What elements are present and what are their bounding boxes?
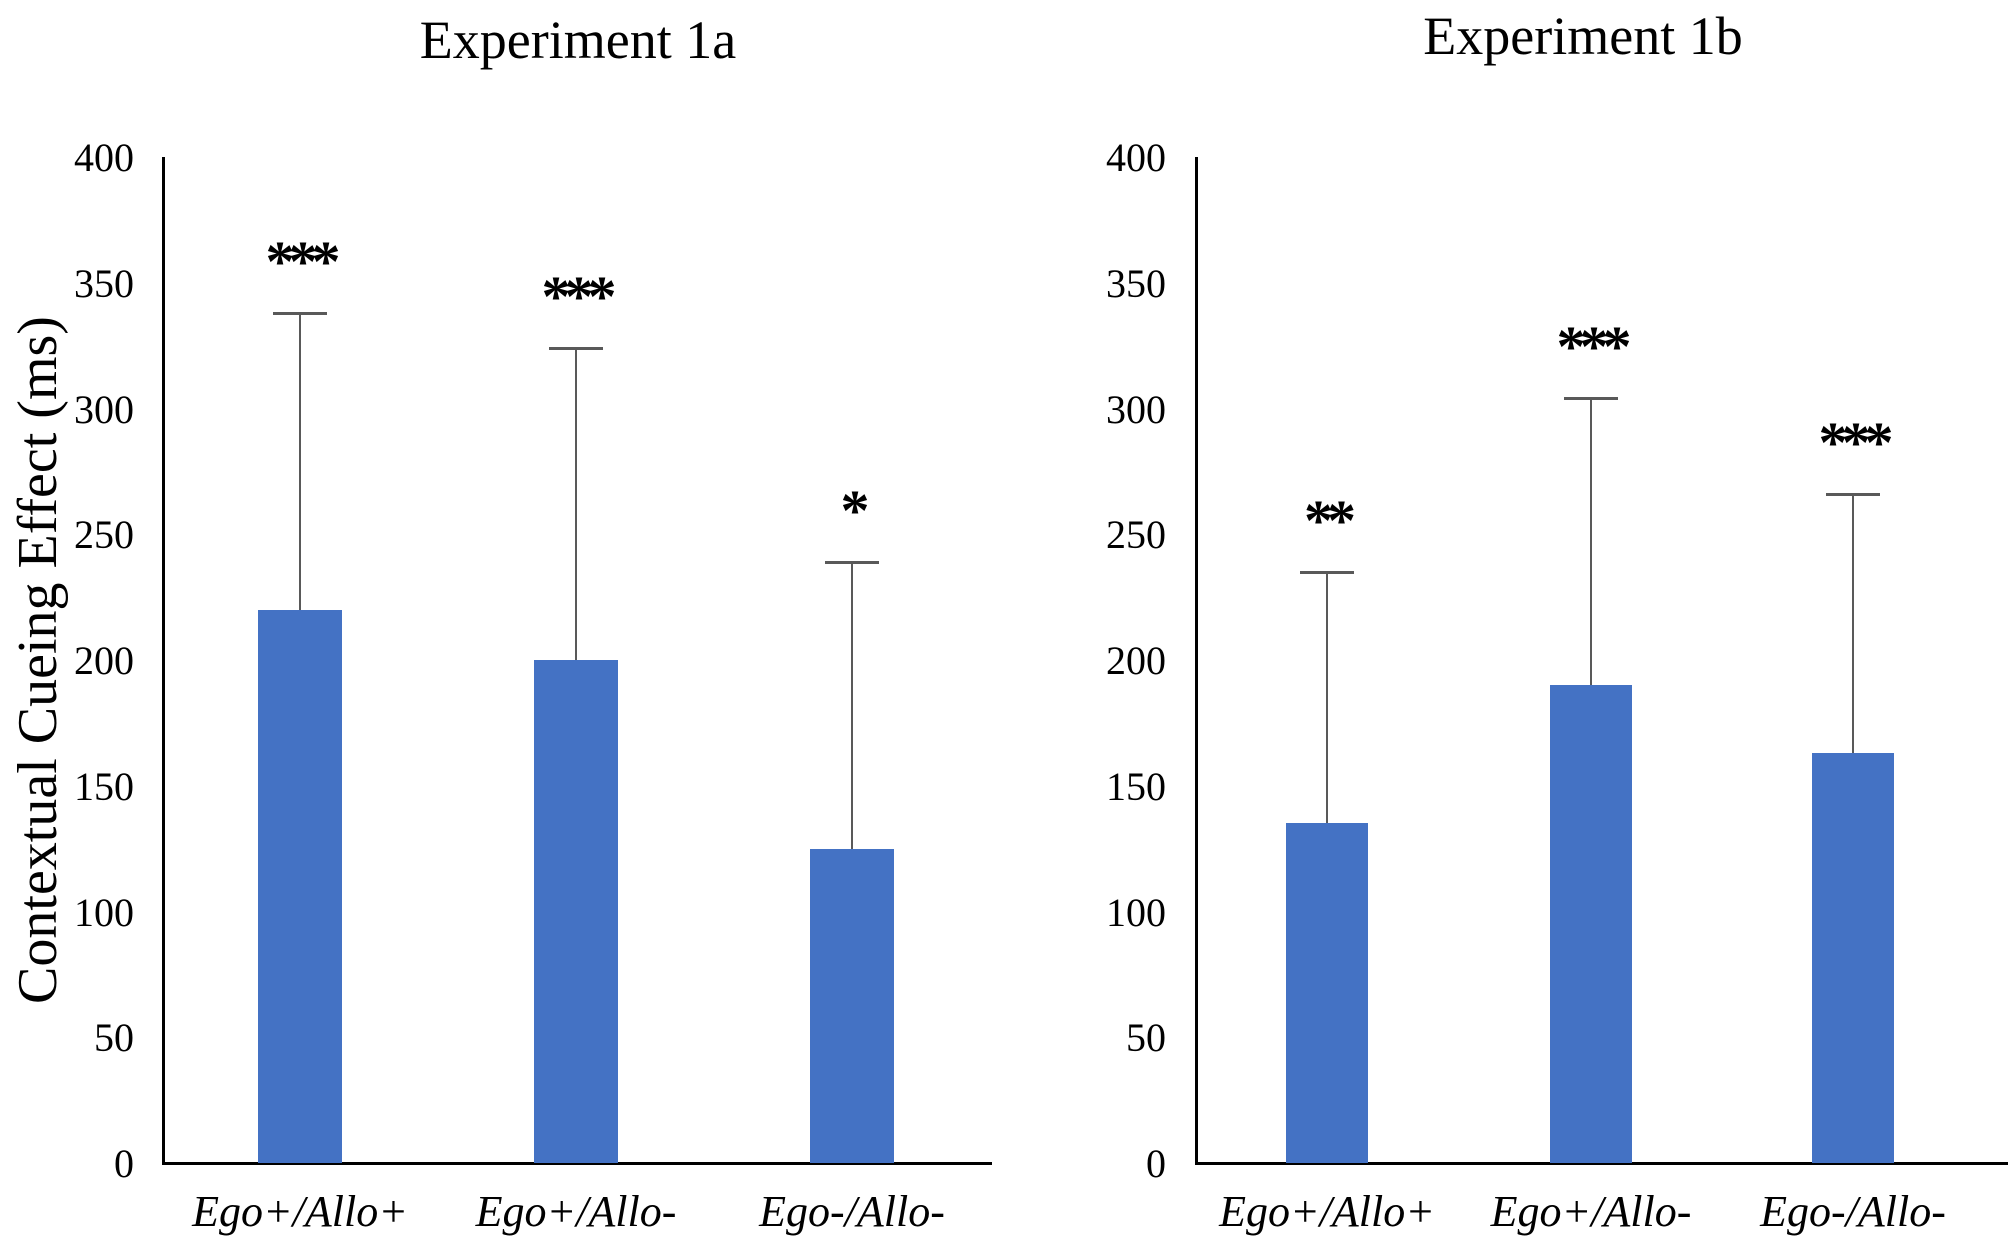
bar <box>1812 753 1894 1163</box>
x-axis-line <box>1195 1162 2008 1165</box>
error-bar-cap <box>1564 397 1618 400</box>
y-axis-line <box>162 157 165 1165</box>
y-tick-label: 250 <box>74 512 134 557</box>
y-tick-label: 300 <box>74 387 134 432</box>
y-tick-label: 300 <box>1106 387 1166 432</box>
significance-stars: *** <box>541 264 617 329</box>
y-tick-label: 50 <box>94 1015 134 1060</box>
x-category-label: Ego+/Allo+ <box>1219 1187 1435 1236</box>
significance-stars: *** <box>1556 314 1632 379</box>
bar <box>1550 685 1632 1163</box>
chart2-title: Experiment 1b <box>1423 6 1743 66</box>
chart1-title: Experiment 1a <box>419 10 737 70</box>
y-tick-label: 400 <box>1106 135 1166 180</box>
x-category-label: Ego-/Allo- <box>759 1187 945 1236</box>
y-tick-label: 100 <box>74 890 134 935</box>
x-category-label: Ego+/Allo- <box>1490 1187 1692 1236</box>
bar <box>534 660 618 1163</box>
error-bar-cap <box>1300 571 1354 574</box>
error-bar-stem <box>1326 572 1328 823</box>
y-tick-label: 200 <box>1106 638 1166 683</box>
error-bar-stem <box>575 348 577 660</box>
x-category-label: Ego-/Allo- <box>1760 1187 1946 1236</box>
error-bar-stem <box>1590 398 1592 685</box>
error-bar-stem <box>299 313 301 610</box>
y-tick-label: 350 <box>74 261 134 306</box>
y-tick-label: 350 <box>1106 261 1166 306</box>
bar <box>1286 823 1368 1163</box>
significance-stars: ** <box>1304 488 1356 553</box>
y-tick-label: 0 <box>114 1141 134 1186</box>
error-bar-cap <box>549 347 603 350</box>
y-tick-label: 250 <box>1106 512 1166 557</box>
y-tick-label: 150 <box>1106 764 1166 809</box>
error-bar-cap <box>825 561 879 564</box>
significance-stars: * <box>840 478 870 543</box>
error-bar-stem <box>851 562 853 849</box>
bar <box>810 849 894 1163</box>
y-tick-label: 100 <box>1106 890 1166 935</box>
y-tick-label: 150 <box>74 764 134 809</box>
x-category-label: Ego+/Allo- <box>475 1187 677 1236</box>
error-bar-stem <box>1852 494 1854 753</box>
y-axis-line <box>1195 157 1198 1165</box>
y-tick-label: 50 <box>1126 1015 1166 1060</box>
error-bar-cap <box>273 312 327 315</box>
x-category-label: Ego+/Allo+ <box>192 1187 408 1236</box>
significance-stars: *** <box>1818 410 1894 475</box>
bar <box>258 610 342 1163</box>
y-tick-label: 400 <box>74 135 134 180</box>
y-tick-label: 0 <box>1146 1141 1166 1186</box>
y-tick-label: 200 <box>74 638 134 683</box>
x-axis-line <box>162 1162 992 1165</box>
error-bar-cap <box>1826 493 1880 496</box>
significance-stars: *** <box>265 229 341 294</box>
